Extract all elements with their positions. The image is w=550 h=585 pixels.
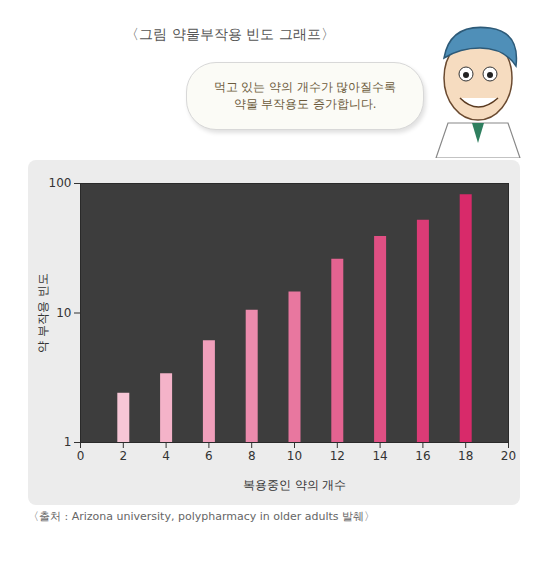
svg-text:100: 100 [49,176,72,190]
svg-text:6: 6 [205,449,213,463]
svg-text:18: 18 [458,449,473,463]
svg-text:8: 8 [248,449,256,463]
svg-text:약 부작용 빈도: 약 부작용 빈도 [36,273,50,353]
svg-text:14: 14 [372,449,387,463]
html-text:〈출처 : Arizona university, poly: 〈출처 : Arizona university, polypharmacy i… [28,510,376,523]
html-text:〈그림 약물부작용 빈도 그래프〉: 〈그림 약물부작용 빈도 그래프〉 [125,26,335,42]
html-text:먹고 있는 약의 개수가 많아질수록: 먹고 있는 약의 개수가 많아질수록 [213,80,397,94]
svg-text:2: 2 [119,449,127,463]
svg-text:20: 20 [501,449,516,463]
svg-text:복용중인 약의 개수: 복용중인 약의 개수 [243,478,347,492]
html-text:약물 부작용도 증가합니다.: 약물 부작용도 증가합니다. [233,97,377,111]
svg-text:1: 1 [64,435,72,449]
svg-text:10: 10 [287,449,302,463]
svg-text:4: 4 [162,449,170,463]
svg-text:10: 10 [56,306,71,320]
svg-text:16: 16 [415,449,430,463]
svg-text:0: 0 [77,449,85,463]
svg-text:12: 12 [330,449,345,463]
